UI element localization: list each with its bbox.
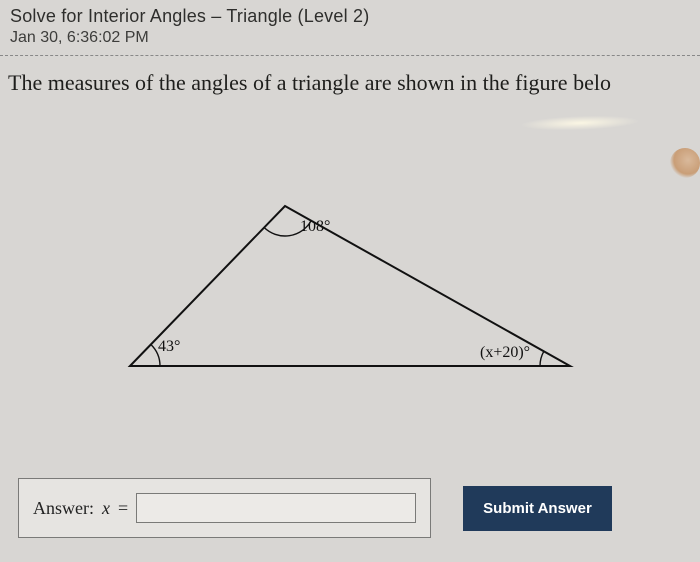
answer-label-prefix: Answer: [33,498,94,519]
angle-label-b: 108° [300,218,330,236]
answer-equals: = [118,498,128,519]
triangle-figure: 43° 108° (x+20)° [110,186,590,386]
angle-label-c: (x+20)° [480,344,530,362]
answer-variable: x [102,498,110,519]
answer-row: Answer: x = Submit Answer [18,478,612,538]
answer-input[interactable] [136,493,416,523]
page-header: Solve for Interior Angles – Triangle (Le… [0,0,700,56]
timestamp: Jan 30, 6:36:02 PM [10,29,690,47]
screen-glare [520,114,640,132]
problem-prompt: The measures of the angles of a triangle… [0,56,700,96]
angle-label-a: 43° [158,338,180,356]
answer-box: Answer: x = [18,478,431,538]
screen-smudge [670,148,700,178]
submit-answer-button[interactable]: Submit Answer [463,486,612,531]
page-title: Solve for Interior Angles – Triangle (Le… [10,6,690,27]
content-area: The measures of the angles of a triangle… [0,56,700,556]
